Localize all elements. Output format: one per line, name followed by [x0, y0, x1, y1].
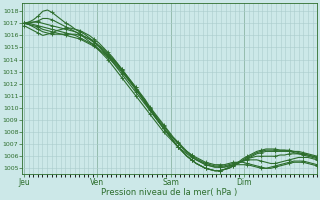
X-axis label: Pression niveau de la mer( hPa ): Pression niveau de la mer( hPa )	[101, 188, 238, 197]
